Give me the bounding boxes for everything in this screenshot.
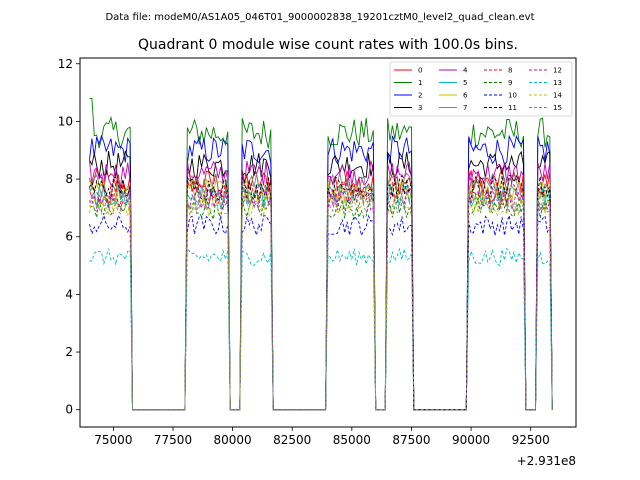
x-tick-label: 85000 (333, 433, 371, 447)
legend-label-3: 3 (418, 104, 422, 112)
x-tick-label: 87500 (392, 433, 430, 447)
x-offset-label: +2.931e8 (517, 454, 576, 468)
legend-label-9: 9 (508, 79, 512, 87)
x-tick-label: 75000 (94, 433, 132, 447)
chart-suptitle: Data file: modeM0/AS1A05_046T01_90000028… (105, 12, 534, 23)
series-line-13 (89, 247, 553, 411)
legend-label-15: 15 (553, 104, 562, 112)
series-line-9 (89, 196, 553, 411)
series-line-7 (89, 172, 553, 411)
series-line-8 (89, 181, 553, 411)
legend-label-1: 1 (418, 79, 422, 87)
series-line-15 (89, 190, 553, 411)
series-line-5 (89, 183, 553, 411)
x-tick-label: 90000 (452, 433, 490, 447)
series-line-6 (89, 178, 553, 411)
y-tick-label: 4 (65, 287, 73, 301)
legend-label-6: 6 (463, 92, 468, 100)
y-tick-label: 2 (65, 345, 73, 359)
series-line-10 (89, 214, 553, 411)
legend-label-4: 4 (463, 67, 468, 75)
legend-label-0: 0 (418, 67, 422, 75)
x-tick-label: 92500 (512, 433, 550, 447)
plot-area (89, 97, 553, 411)
series-line-14 (89, 192, 553, 411)
x-tick-label: 80000 (214, 433, 252, 447)
axis-ticks: 75000 77500 80000 82500 85000 87500 90000 92500… (58, 57, 550, 447)
y-tick-label: 6 (65, 230, 73, 244)
legend-label-12: 12 (553, 67, 562, 75)
y-tick-label: 8 (65, 172, 73, 186)
legend-box (389, 61, 573, 117)
legend-label-10: 10 (508, 92, 517, 100)
legend-label-14: 14 (553, 92, 562, 100)
legend-label-7: 7 (463, 104, 467, 112)
series-line-3 (89, 150, 553, 411)
legend-label-2: 2 (418, 92, 422, 100)
y-tick-label: 0 (65, 403, 73, 417)
x-tick-label: 77500 (154, 433, 192, 447)
series-line-11 (89, 174, 553, 411)
series-line-12 (89, 187, 553, 411)
series-line-2 (89, 134, 553, 411)
legend-label-13: 13 (553, 79, 562, 87)
y-tick-label: 12 (58, 57, 73, 71)
axes-frame (79, 57, 577, 428)
chart-title: Quadrant 0 module wise count rates with … (138, 37, 518, 53)
legend-label-11: 11 (508, 104, 517, 112)
legend-label-5: 5 (463, 79, 467, 87)
x-tick-label: 82500 (273, 433, 311, 447)
legend-label-8: 8 (508, 67, 512, 75)
y-tick-label: 10 (58, 114, 73, 128)
